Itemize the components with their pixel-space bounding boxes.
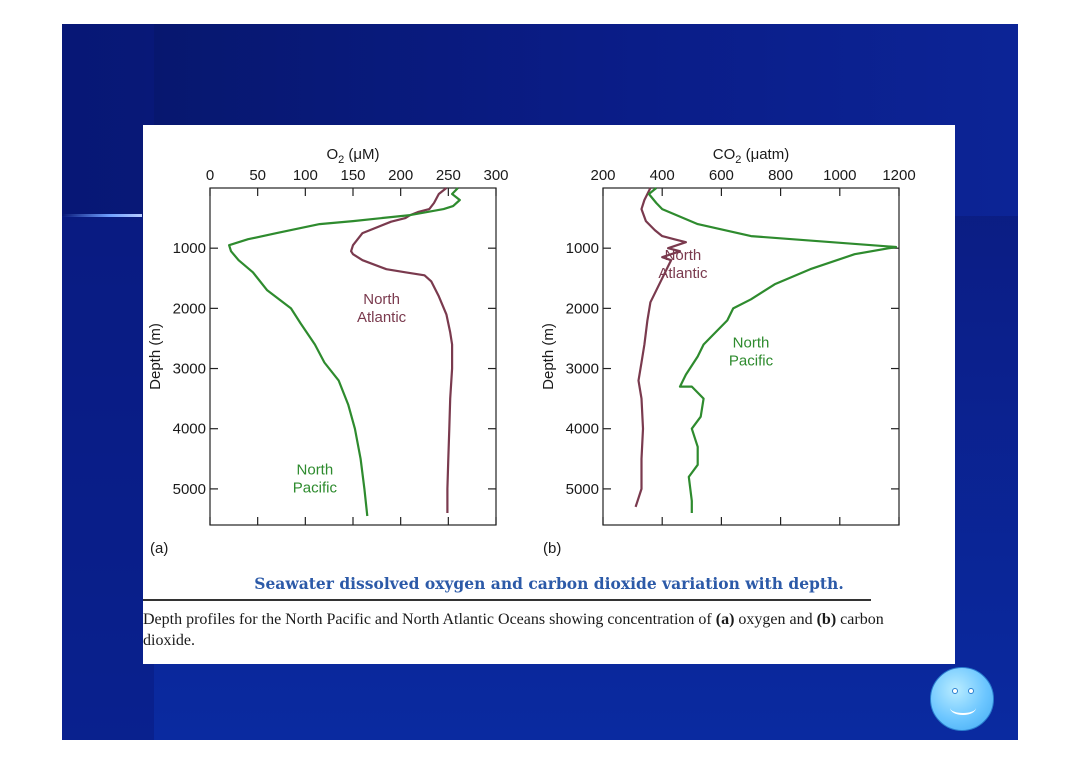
panel-b-ytick-label-1: 2000 — [566, 300, 599, 317]
panel-b-xtick-label-0: 200 — [590, 167, 615, 184]
caption-run-4: carbon dioxide. — [143, 611, 884, 649]
panel-a-series-0-label-1: Atlantic — [357, 309, 407, 326]
panel-b-panel-label: (b) — [543, 540, 561, 557]
panel-b-xlabel: CO2 (μatm) — [713, 146, 789, 166]
caption-divider — [143, 599, 871, 601]
caption-run-0: Depth profiles for the North Pacific and… — [143, 611, 716, 628]
depth-profile-charts: 0 50 100 150 200 250 300 1000 2000 3000 4000 5000 O2… — [147, 146, 916, 557]
panel-b-ytick-label-0: 1000 — [566, 240, 599, 257]
panel-a-ylabel: Depth (m) — [147, 323, 164, 390]
panel-a-series-1-label-1: Pacific — [293, 479, 338, 496]
panel-a-ytick-label-1: 2000 — [173, 300, 206, 317]
slide-accent-line — [62, 214, 142, 217]
panel-b-ylabel: Depth (m) — [540, 323, 557, 390]
caption-run-3: (b) — [816, 611, 837, 628]
smiley-left-eye — [952, 688, 958, 694]
panel-a-xtick-label-6: 300 — [483, 167, 508, 184]
smiley-icon[interactable] — [930, 667, 994, 731]
caption-title: Seawater dissolved oxygen and carbon dio… — [254, 574, 844, 593]
panel-b-xtick-label-1: 400 — [650, 167, 675, 184]
panel-a-xtick-label-0: 0 — [206, 167, 214, 184]
slide-left-strip — [62, 24, 154, 740]
panel-b-ytick-label-2: 3000 — [566, 361, 599, 378]
panel-a-ytick-label-0: 1000 — [173, 240, 206, 257]
panel-a-series-0-label-0: North — [363, 291, 400, 308]
caption-text: Depth profiles for the North Pacific and… — [143, 609, 923, 651]
panel-a-xlabel: O2 (μM) — [326, 146, 379, 166]
panel-a-xtick-label-3: 150 — [340, 167, 365, 184]
panel-b-series-0-label-0: North — [665, 247, 702, 264]
panel-b-series-0-line — [634, 187, 688, 508]
panel-a-xtick-label-2: 100 — [293, 167, 318, 184]
caption-run-1: (a) — [715, 611, 735, 628]
panel-a-series-1-label-0: North — [297, 461, 334, 478]
panel-a-ytick-label-3: 4000 — [173, 421, 206, 438]
panel-a-xtick-label-4: 200 — [388, 167, 413, 184]
panel-a-series-0-line — [350, 187, 454, 513]
panel-b-series-1-label-0: North — [733, 334, 770, 351]
panel-b-ytick-label-3: 4000 — [566, 421, 599, 438]
panel-a-ytick-label-4: 5000 — [173, 481, 206, 498]
panel-b-xtick-label-3: 800 — [768, 167, 793, 184]
panel-b-xtick-label-5: 1200 — [882, 167, 915, 184]
panel-a-xtick-label-1: 50 — [249, 167, 266, 184]
figure-panel: 0 50 100 150 200 250 300 1000 2000 3000 4000 5000 O2… — [143, 125, 955, 664]
panel-b-xtick-label-4: 1000 — [823, 167, 856, 184]
panel-b-series-0-label-1: Atlantic — [658, 265, 708, 282]
smiley-mouth — [950, 701, 976, 715]
panel-a-xtick-label-5: 250 — [436, 167, 461, 184]
caption-run-2: oxygen and — [734, 611, 817, 628]
panel-b-frame — [602, 187, 900, 526]
panel-a-panel-label: (a) — [150, 540, 168, 557]
panel-b-ytick-label-4: 5000 — [566, 481, 599, 498]
panel-b-xtick-label-2: 600 — [709, 167, 734, 184]
panel-b-series-1-line — [647, 187, 898, 513]
panel-a-ytick-label-2: 3000 — [173, 361, 206, 378]
panel-b-series-1-label-1: Pacific — [729, 352, 774, 369]
panel-a-series-1-line — [227, 187, 461, 517]
smiley-right-eye — [968, 688, 974, 694]
